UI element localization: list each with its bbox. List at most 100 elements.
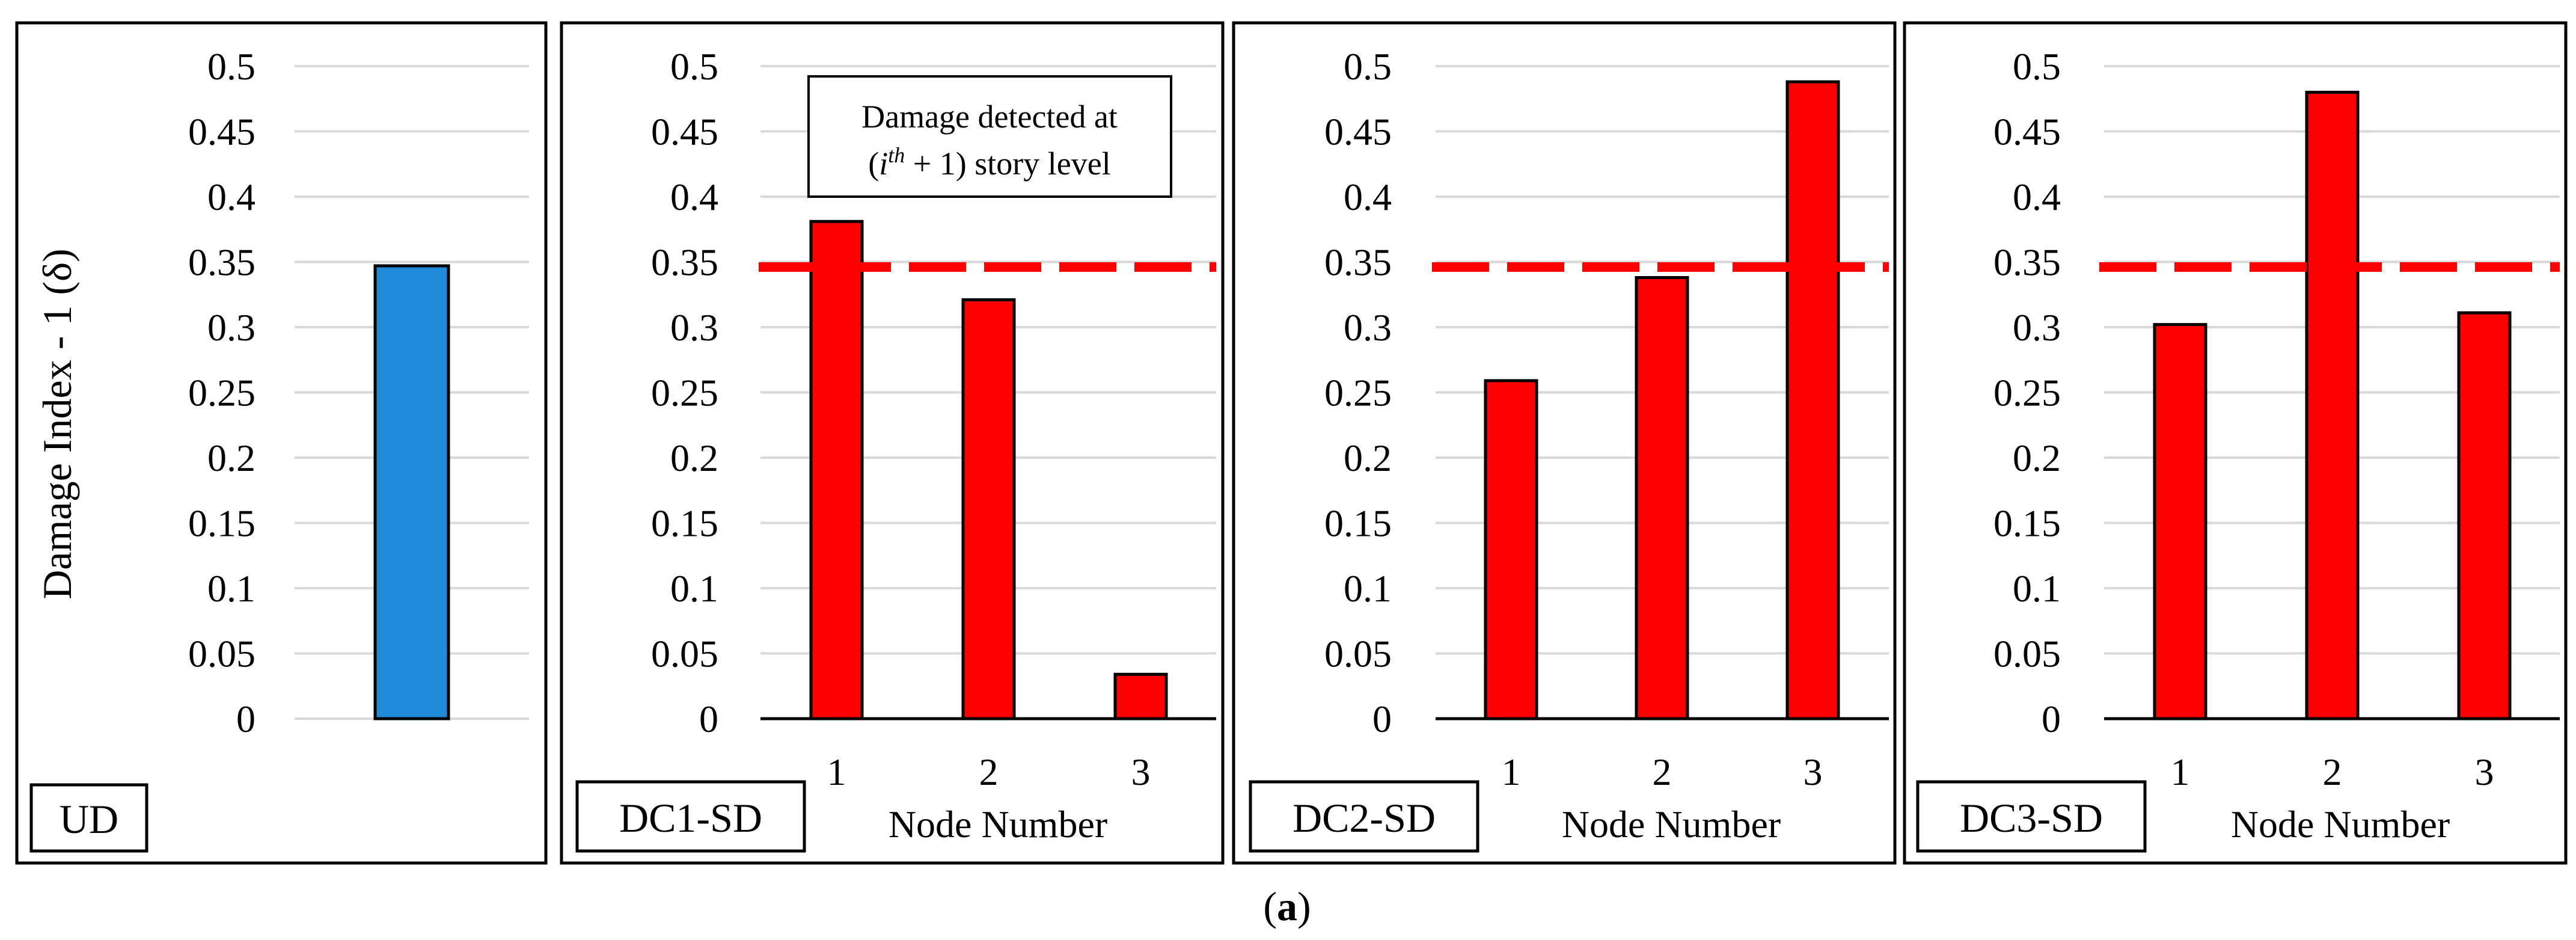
x-tick-labels: 1 2 3: [2171, 751, 2494, 793]
y-tick-label: 0.35: [1324, 241, 1392, 284]
y-tick-label: 0.1: [670, 567, 718, 610]
bar: [1484, 379, 1538, 720]
x-tick-label: 1: [1502, 751, 1521, 793]
y-tick-label: 0.1: [2013, 567, 2061, 610]
y-tick-label: 0.3: [2013, 306, 2061, 349]
y-tick-label: 0.4: [2013, 176, 2061, 218]
bar: [1635, 276, 1689, 720]
y-tick-label: 0.2: [670, 437, 718, 479]
y-tick-label: 0.25: [188, 372, 255, 414]
y-tick-label: 0.25: [1324, 372, 1392, 414]
y-tick-label: 0.35: [1993, 241, 2061, 284]
y-tick-label: 0.5: [1344, 45, 1392, 88]
x-tick-labels: 1 2 3: [1502, 751, 1823, 793]
y-tick-label: 0: [236, 698, 255, 740]
y-tick-label: 0.2: [1344, 437, 1392, 479]
bar: [2457, 311, 2512, 720]
bar: [961, 298, 1016, 720]
panel-label: DC1-SD: [619, 795, 762, 841]
annotation-paren: (: [868, 146, 879, 182]
y-tick-label: 0.1: [207, 567, 255, 610]
bars: [2153, 90, 2512, 720]
y-tick-label: 0.15: [1324, 502, 1392, 545]
x-tick-label: 1: [2171, 751, 2190, 793]
x-axis-label: Node Number: [2231, 803, 2450, 846]
y-tick-label: 0.1: [1344, 567, 1392, 610]
y-tick-label: 0.25: [1993, 372, 2061, 414]
annotation-line-1: Damage detected at: [861, 99, 1118, 135]
y-tick-label: 0.4: [207, 176, 255, 218]
panel-label-box: [29, 783, 148, 853]
x-axis-label: Node Number: [1562, 803, 1781, 846]
x-tick-labels: 1 2 3: [827, 751, 1151, 793]
panel-ud: 0 0.05 0.1 0.15 0.2 0.25 0.3 0.35 0.4 0.45 0.5 Dam…: [15, 21, 548, 865]
y-tick-labels: 0 0.05 0.1 0.15 0.2 0.25 0.3 0.35 0.4 0.45 0.5: [188, 45, 255, 740]
y-tick-label: 0.05: [1993, 633, 2061, 675]
bar: [373, 264, 450, 720]
panel-label-box: [1916, 780, 2147, 853]
y-tick-label: 0.15: [1993, 502, 2061, 545]
y-tick-label: 0.15: [651, 502, 718, 545]
y-tick-label: 0.45: [188, 111, 255, 153]
x-tick-label: 2: [1653, 751, 1672, 793]
y-tick-label: 0.2: [207, 437, 255, 479]
panel-frame: [15, 21, 548, 865]
y-tick-label: 0.05: [1324, 633, 1392, 675]
y-tick-label: 0.45: [1993, 111, 2061, 153]
y-tick-label: 0.4: [670, 176, 718, 218]
y-tick-label: 0.5: [670, 45, 718, 88]
annotation-line-2: (ith + 1) story level: [868, 143, 1110, 182]
x-tick-label: 1: [827, 751, 846, 793]
figure-label-letter: a: [1277, 883, 1297, 929]
panel-label: DC3-SD: [1960, 795, 2103, 841]
y-tick-label: 0.45: [651, 111, 718, 153]
y-tick-label: 0.2: [2013, 437, 2061, 479]
y-tick-label: 0.05: [651, 633, 718, 675]
bar: [2153, 323, 2207, 720]
panel-frame: [1232, 21, 1897, 865]
bars: [809, 220, 1168, 720]
bar: [2305, 90, 2360, 720]
bars: [1484, 80, 1840, 720]
y-tick-labels: 0 0.05 0.1 0.15 0.2 0.25 0.3 0.35 0.4 0.45 0.5: [1993, 45, 2061, 740]
panel-frame: [560, 21, 1225, 865]
annotation-rest: + 1) story level: [905, 146, 1110, 182]
y-tick-label: 0.45: [1324, 111, 1392, 153]
y-tick-label: 0: [699, 698, 718, 740]
x-tick-label: 2: [979, 751, 999, 793]
panel-label-box: [1249, 780, 1479, 853]
y-tick-label: 0.4: [1344, 176, 1392, 218]
y-tick-label: 0.3: [670, 306, 718, 349]
figure-label-open: (: [1263, 883, 1277, 929]
x-axis-label: Node Number: [889, 803, 1107, 846]
y-tick-label: 0.5: [2013, 45, 2061, 88]
y-tick-label: 0.5: [207, 45, 255, 88]
panel-label: UD: [60, 796, 118, 842]
annotation-box: Damage detected at (ith + 1) story level: [807, 75, 1172, 198]
y-tick-label: 0: [1372, 698, 1392, 740]
annotation-frame: [807, 75, 1172, 198]
panel-label: DC2-SD: [1293, 795, 1436, 841]
y-tick-label: 0.35: [188, 241, 255, 284]
bar: [1785, 80, 1840, 720]
x-tick-label: 3: [2475, 751, 2494, 793]
panel-dc2-sd: 0 0.05 0.1 0.15 0.2 0.25 0.3 0.35 0.4 0.45 0.5 1 2 3…: [1232, 21, 1897, 865]
panel-dc3-sd: 0 0.05 0.1 0.15 0.2 0.25 0.3 0.35 0.4 0.45 0.5 1 2 3…: [1903, 21, 2568, 865]
y-tick-label: 0: [2042, 698, 2061, 740]
panel-frame: [1903, 21, 2568, 865]
x-tick-label: 2: [2323, 751, 2342, 793]
y-tick-labels: 0 0.05 0.1 0.15 0.2 0.25 0.3 0.35 0.4 0.45 0.5: [1324, 45, 1392, 740]
y-tick-label: 0.15: [188, 502, 255, 545]
figure-label: (a): [1263, 883, 1311, 929]
y-tick-labels: 0 0.05 0.1 0.15 0.2 0.25 0.3 0.35 0.4 0.45 0.5: [651, 45, 718, 740]
y-tick-label: 0.3: [207, 306, 255, 349]
panel-label-box: [575, 780, 806, 853]
annotation-i: i: [879, 146, 888, 182]
y-axis-label: Damage Index - 1 (δ): [34, 248, 80, 599]
annotation-superscript: th: [888, 143, 905, 167]
y-tick-label: 0.25: [651, 372, 718, 414]
y-tick-label: 0.05: [188, 633, 255, 675]
bar: [1113, 672, 1168, 720]
y-tick-label: 0.35: [651, 241, 718, 284]
